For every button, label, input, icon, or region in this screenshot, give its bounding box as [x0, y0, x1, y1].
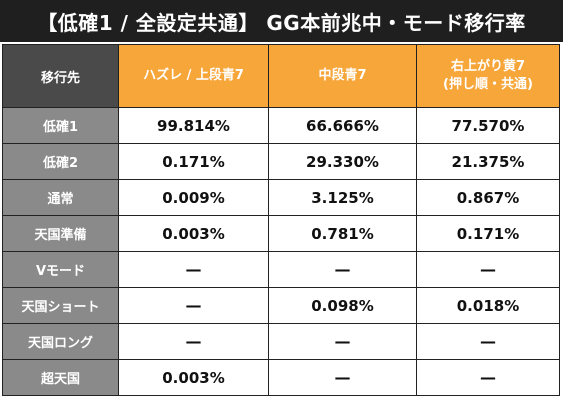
table-cell: 0.018% [416, 287, 560, 324]
table-cell: — [416, 359, 560, 396]
table-cell: — [268, 323, 417, 360]
table-cell: 3.125% [268, 179, 417, 216]
table-cell: 21.375% [416, 143, 560, 180]
table-cell: — [118, 323, 269, 360]
row-label: 天国ロング [2, 323, 119, 360]
table-cell: 0.171% [416, 215, 560, 252]
table-cell: 0.098% [268, 287, 417, 324]
row-label: 超天国 [2, 359, 119, 396]
table-cell: 0.171% [118, 143, 269, 180]
row-label: 天国ショート [2, 287, 119, 324]
table-cell: — [268, 359, 417, 396]
row-label: 通常 [2, 179, 119, 216]
row-label: 低確1 [2, 107, 119, 144]
table-cell: 0.867% [416, 179, 560, 216]
table-cell: — [416, 323, 560, 360]
column-header-chudan-ao7: 中段青7 [268, 44, 417, 108]
table-cell: — [416, 251, 560, 288]
table-cell: 0.781% [268, 215, 417, 252]
mode-transition-table: 移行先 ハズレ / 上段青7 中段青7 右上がり黄7 (押し順・共通) 低確1 9… [2, 44, 560, 396]
table-row: 超天国 0.003% — — [2, 359, 560, 396]
table-cell: 0.003% [118, 359, 269, 396]
table-cell: — [118, 251, 269, 288]
table-row: 低確1 99.814% 66.666% 77.570% [2, 107, 560, 144]
column-header-line1: ハズレ / 上段青7 [143, 68, 244, 83]
column-header-migiagari-ki7: 右上がり黄7 (押し順・共通) [416, 44, 560, 108]
corner-header: 移行先 [2, 44, 119, 108]
row-label: 天国準備 [2, 215, 119, 252]
column-header-line1: 中段青7 [318, 68, 367, 83]
table-row: 天国準備 0.003% 0.781% 0.171% [2, 215, 560, 252]
table-cell: — [118, 287, 269, 324]
row-label: 低確2 [2, 143, 119, 180]
column-header-line2: (押し順・共通) [443, 77, 533, 92]
row-label: Vモード [2, 251, 119, 288]
table-cell: 99.814% [118, 107, 269, 144]
table-header-row: 移行先 ハズレ / 上段青7 中段青7 右上がり黄7 (押し順・共通) [2, 44, 560, 108]
table-row: 通常 0.009% 3.125% 0.867% [2, 179, 560, 216]
column-header-hazure: ハズレ / 上段青7 [118, 44, 269, 108]
table-cell: — [268, 251, 417, 288]
table-row: Vモード — — — [2, 251, 560, 288]
page-title: 【低確1 / 全設定共通】 GG本前兆中・モード移行率 [0, 0, 563, 42]
table-cell: 77.570% [416, 107, 560, 144]
table-cell: 0.009% [118, 179, 269, 216]
table-row: 低確2 0.171% 29.330% 21.375% [2, 143, 560, 180]
table-cell: 66.666% [268, 107, 417, 144]
table-row: 天国ショート —0.098% 0.018% [2, 287, 560, 324]
table-cell: 0.003% [118, 215, 269, 252]
table-cell: 29.330% [268, 143, 417, 180]
table-row: 天国ロング — — — [2, 323, 560, 360]
column-header-line1: 右上がり黄7 [450, 59, 526, 74]
